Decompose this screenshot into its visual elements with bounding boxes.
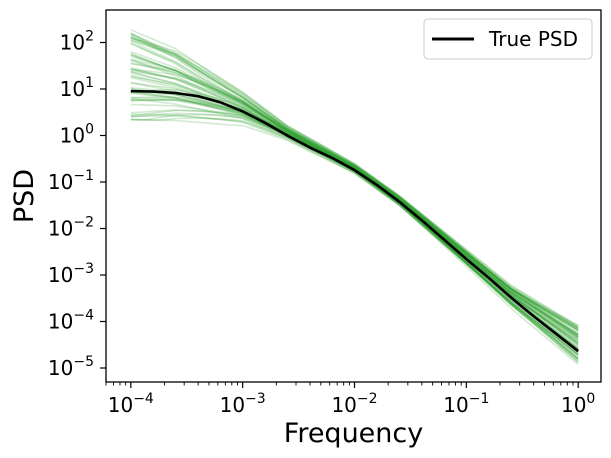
sample-psd-line [130, 90, 579, 360]
sample-psd-line [130, 42, 579, 360]
sample-psd-line [130, 96, 579, 329]
y-tick-label: 10−1 [48, 168, 94, 194]
sample-psd-line [130, 62, 579, 337]
sample-psd-line [130, 63, 579, 332]
x-tick-label: 10−4 [108, 391, 154, 417]
sample-psd-line [130, 59, 579, 328]
sample-psd-line [130, 115, 579, 350]
sample-psd-line [130, 81, 579, 356]
sample-psd-line [130, 52, 579, 345]
sample-psd-line [130, 76, 579, 365]
y-tick-label: 10−4 [48, 308, 94, 334]
sample-psd-line [130, 70, 579, 338]
sample-psd-line [130, 109, 579, 329]
x-tick-label: 100 [561, 391, 595, 417]
sample-psd-line [130, 91, 579, 336]
sample-psd-line [130, 68, 579, 331]
sample-psd-line [130, 92, 579, 351]
sample-psd-line [130, 35, 579, 336]
sample-psd-line [130, 91, 579, 351]
true-psd-line [130, 89, 579, 353]
sample-psd-line [130, 97, 579, 357]
sample-psd-line [130, 118, 579, 356]
x-tick-label: 10−2 [331, 391, 377, 417]
sample-psd-line [130, 89, 579, 327]
x-axis-ticks: 10−4 10−3 10−2 10−1 100 [105, 382, 595, 417]
legend-label-true-psd: True PSD [488, 27, 578, 51]
sample-psd-line [130, 68, 579, 338]
sample-psd-line [130, 50, 579, 346]
y-tick-label: 100 [60, 122, 94, 148]
sample-psd-line [130, 98, 579, 338]
sample-psd-line [130, 36, 579, 360]
sample-psd-line [130, 40, 579, 363]
y-tick-label: 102 [60, 29, 94, 55]
sample-psd-line [130, 75, 579, 344]
sample-psd-line [130, 34, 579, 364]
sample-psd-line [130, 33, 579, 347]
sample-psd-line [130, 39, 579, 331]
legend-box [423, 18, 593, 60]
sample-psd-line [130, 29, 579, 335]
sample-psd-line [130, 36, 579, 344]
sample-psd-line [130, 32, 579, 338]
x-tick-label: 10−3 [220, 391, 266, 417]
sample-psd-line [130, 37, 579, 332]
y-tick-label: 101 [60, 75, 94, 101]
y-axis-ticks: 10−5 10−4 10−3 10−2 10−1 100 101 102 [48, 29, 106, 380]
legend: True PSD [423, 18, 593, 60]
sample-psd-line [130, 113, 579, 354]
sample-psd-line [130, 68, 579, 339]
y-tick-label: 10−3 [48, 261, 94, 287]
sample-psd-line [130, 55, 579, 329]
y-tick-label: 10−5 [48, 354, 94, 380]
sample-psd-line [130, 38, 579, 340]
sample-psd-line [130, 42, 579, 356]
sample-psd-line [130, 53, 579, 337]
sample-psd-line [130, 109, 579, 326]
plot-frame [105, 9, 602, 383]
x-tick-label: 10−1 [443, 391, 489, 417]
sample-psd-line [130, 99, 579, 331]
y-tick-label: 10−2 [48, 215, 94, 241]
x-axis-label: Frequency [284, 418, 424, 449]
y-axis-label: PSD [9, 169, 40, 223]
true-psd-layer [130, 89, 579, 353]
sample-psd-line [130, 88, 579, 354]
sample-psd-line [130, 81, 579, 356]
sample-lines [130, 29, 579, 365]
